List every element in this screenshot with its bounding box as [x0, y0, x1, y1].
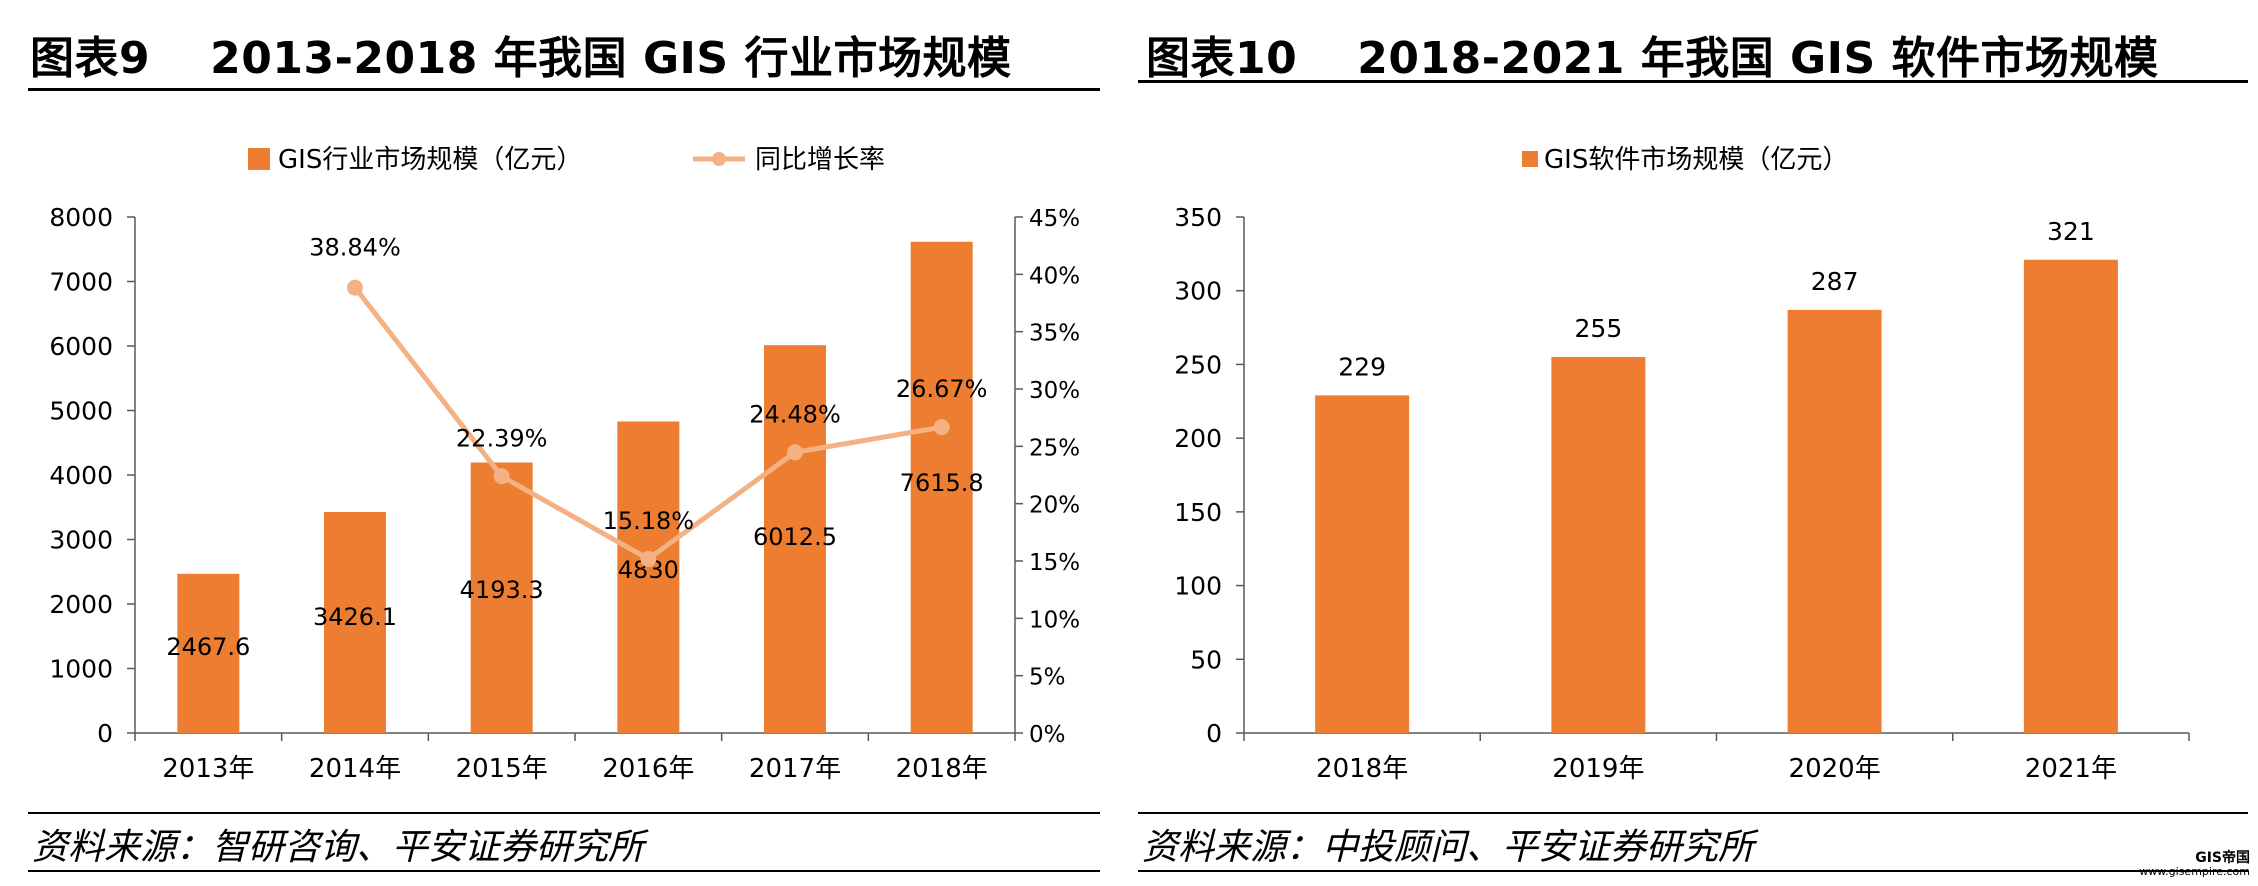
- legend-bar-swatch: [248, 148, 270, 170]
- y2-tick-label: 25%: [1029, 435, 1080, 461]
- y-tick-label: 350: [1174, 203, 1222, 232]
- line-data-label: 22.39%: [456, 424, 548, 452]
- figure-9-title-rule: [28, 88, 1100, 91]
- bar-data-label: 6012.5: [753, 523, 837, 551]
- x-tick-label: 2015年: [456, 754, 548, 784]
- bar: [470, 462, 533, 733]
- watermark-url: www.gisempire.com: [2139, 865, 2250, 878]
- figure-10-title-rule: [1138, 80, 2248, 83]
- y-tick-label: 250: [1174, 350, 1222, 379]
- figure-9-source-rule-bottom: [28, 870, 1100, 872]
- x-tick-label: 2016年: [602, 754, 694, 784]
- y-tick-label: 0: [1206, 719, 1222, 748]
- x-tick-label: 2018年: [1316, 754, 1408, 784]
- figure-10-source: 资料来源：中投顾问、平安证券研究所: [1142, 827, 1755, 868]
- y-tick-label: 1000: [49, 655, 113, 684]
- bar: [1787, 309, 1882, 733]
- legend-bar-label: GIS软件市场规模（亿元）: [1544, 145, 1848, 175]
- figure-10-source-rule-bottom: [1138, 870, 2248, 872]
- line-point: [493, 468, 510, 485]
- y-tick-label: 200: [1174, 424, 1222, 453]
- line-point: [640, 550, 657, 567]
- x-tick-label: 2020年: [1789, 754, 1881, 784]
- y-tick-label: 3000: [49, 526, 113, 555]
- y-tick-label: 150: [1174, 498, 1222, 527]
- y-tick-label: 4000: [49, 461, 113, 490]
- y2-tick-label: 45%: [1029, 206, 1080, 232]
- figure-10-chart: GIS软件市场规模（亿元） 0 50 100 150 200 250 300 350 2018年 2…: [1174, 145, 2190, 784]
- figure-9-panel: 图表9 2013-2018 年我国 GIS 行业市场规模 GIS行业市场规模（亿元…: [0, 0, 1110, 886]
- figure-10-number: 图表10: [1146, 33, 1298, 84]
- bar: [764, 345, 826, 733]
- line-data-label: 38.84%: [309, 234, 401, 262]
- y2-tick-label: 40%: [1029, 263, 1080, 289]
- x-tick-label: 2021年: [2025, 754, 2117, 784]
- y-tick-label: 6000: [49, 332, 113, 361]
- y-tick-label: 100: [1174, 572, 1222, 601]
- figure-10-title: 图表10 2018-2021 年我国 GIS 软件市场规模: [1146, 22, 2159, 86]
- bar: [1551, 357, 1646, 733]
- y-tick-label: 300: [1174, 277, 1222, 306]
- bar-data-label: 7615.8: [900, 469, 984, 497]
- figure-10-panel: 图表10 2018-2021 年我国 GIS 软件市场规模 GIS软件市场规模（亿…: [1138, 0, 2258, 886]
- x-tick-label: 2013年: [162, 754, 254, 784]
- figure-10-name: 2018-2021 年我国 GIS 软件市场规模: [1357, 33, 2159, 84]
- y2-tick-label: 20%: [1029, 493, 1080, 519]
- figure-9-number: 图表9: [30, 33, 151, 84]
- bar-data-label: 4193.3: [460, 576, 544, 604]
- legend-line-marker: [712, 152, 726, 166]
- bar: [2023, 259, 2118, 733]
- y2-tick-label: 10%: [1029, 607, 1080, 633]
- y2-tick-label: 0%: [1029, 722, 1066, 748]
- bar-data-label: 287: [1811, 267, 1859, 296]
- y-tick-label: 7000: [49, 268, 113, 297]
- line-point: [347, 279, 363, 296]
- line-point: [933, 419, 950, 436]
- x-tick-label: 2014年: [309, 754, 401, 784]
- bar: [910, 241, 973, 734]
- figure-9-chart: GIS行业市场规模（亿元） 同比增长率 0 1000 2000 3000 4000 5000 6…: [49, 145, 1080, 784]
- figure-9-source: 资料来源：智研咨询、平安证券研究所: [32, 827, 645, 868]
- bar: [1315, 395, 1410, 733]
- y-tick-label: 8000: [49, 203, 113, 232]
- bar-data-label: 321: [2047, 217, 2095, 246]
- y2-tick-label: 30%: [1029, 378, 1080, 404]
- legend-line-label: 同比增长率: [755, 145, 885, 175]
- bar-data-label: 3426.1: [313, 603, 397, 631]
- y2-tick-label: 35%: [1029, 321, 1080, 347]
- figure-9-name: 2013-2018 年我国 GIS 行业市场规模: [210, 33, 1012, 84]
- x-tick-label: 2017年: [749, 754, 841, 784]
- line-point: [787, 444, 803, 461]
- y-tick-label: 50: [1190, 645, 1222, 674]
- bar-data-label: 229: [1338, 352, 1386, 381]
- line-data-label: 15.18%: [603, 507, 695, 535]
- y-tick-label: 2000: [49, 590, 113, 619]
- line-data-label: 26.67%: [896, 375, 988, 403]
- bar: [177, 573, 240, 733]
- bar-data-label: 255: [1575, 314, 1623, 343]
- bar-data-label: 2467.6: [166, 633, 250, 661]
- y-tick-label: 0: [97, 719, 113, 748]
- bar: [324, 512, 386, 733]
- line-data-label: 24.48%: [749, 400, 841, 428]
- x-tick-label: 2018年: [896, 754, 988, 784]
- bar: [617, 421, 680, 733]
- figure-9-source-rule-top: [28, 812, 1100, 814]
- x-tick-label: 2019年: [1552, 754, 1644, 784]
- legend-bar-swatch: [1522, 151, 1538, 167]
- y2-tick-label: 5%: [1029, 665, 1066, 691]
- figure-10-source-rule-top: [1138, 812, 2248, 814]
- watermark-brand: GIS帝国: [2195, 850, 2250, 866]
- y-tick-label: 5000: [49, 397, 113, 426]
- y2-tick-label: 15%: [1029, 550, 1080, 576]
- figure-9-title: 图表9 2013-2018 年我国 GIS 行业市场规模: [30, 22, 1011, 86]
- legend-bar-label: GIS行业市场规模（亿元）: [278, 145, 582, 175]
- watermark: GIS帝国 www.gisempire.com: [2139, 850, 2250, 878]
